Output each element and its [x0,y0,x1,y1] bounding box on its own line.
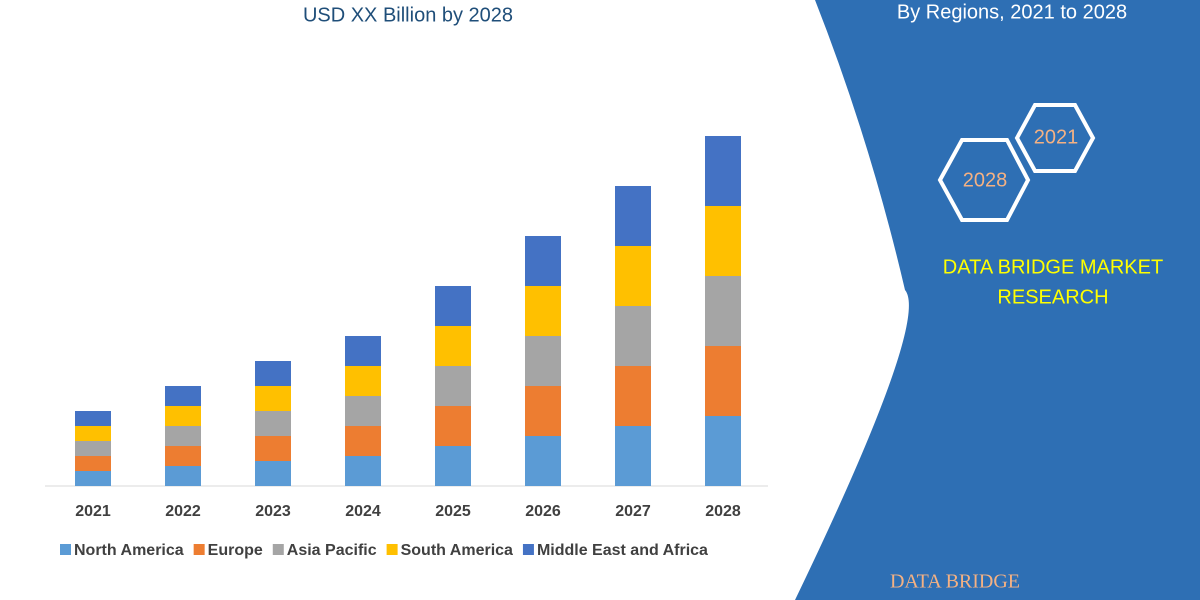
bar-segment [345,426,381,456]
bar-segment [435,366,471,406]
x-tick-label: 2024 [345,503,381,520]
x-tick-label: 2028 [705,503,741,520]
bar-segment [615,246,651,306]
legend-label: Europe [208,542,263,559]
legend-label: Middle East and Africa [537,542,708,559]
legend-label: Asia Pacific [287,542,377,559]
bar-segment [75,411,111,426]
x-tick-label: 2025 [435,503,471,520]
bar-segment [435,326,471,366]
hexagon [1014,103,1096,173]
bar-segment [345,396,381,426]
legend-swatch [522,544,534,555]
bar-segment [345,336,381,366]
bar-segment [615,186,651,246]
bar-segment [705,136,741,206]
hexagon-label: 2021 [1034,126,1079,148]
bar-segment [75,426,111,441]
bar-segment [345,366,381,396]
bar-segment [435,446,471,486]
brand-text: RESEARCH [997,286,1108,308]
bar-segment [525,286,561,336]
bar-segment [705,346,741,416]
bar-segment [75,471,111,486]
bar-segment [165,426,201,446]
bar-segment [165,466,201,486]
bar-segment [705,416,741,486]
bar-segment [435,286,471,326]
panel-subtitle: By Regions, 2021 to 2028 [897,1,1127,23]
bar-segment [435,406,471,446]
bar-segment [165,386,201,406]
chart-title: USD XX Billion by 2028 [303,4,513,26]
bar-segment [255,436,291,461]
bar-segment [255,386,291,411]
legend-label: North America [74,542,184,559]
legend-swatch [386,544,398,555]
bar-segment [615,366,651,426]
bar-segment [165,406,201,426]
x-tick-label: 2026 [525,503,561,520]
brand-text: DATA BRIDGE MARKET [943,256,1163,278]
bar-segment [615,306,651,366]
side-panel [795,0,1200,600]
legend-swatch [60,544,71,555]
x-tick-label: 2023 [255,503,291,520]
legend-swatch [272,544,284,555]
bar-segment [525,386,561,436]
bar-segment [705,276,741,346]
bar-segment [75,456,111,471]
bar-segment [345,456,381,486]
bar-segment [705,206,741,276]
bar-segment [255,411,291,436]
bar-segment [255,461,291,486]
bar-segment [525,436,561,486]
bar-segment [75,441,111,456]
bar-segment [255,361,291,386]
legend-swatch [193,544,205,555]
hexagon [937,138,1031,222]
x-tick-label: 2022 [165,503,201,520]
bar-segment [525,336,561,386]
x-tick-label: 2021 [75,503,111,520]
legend-label: South America [401,542,513,559]
bar-segment [615,426,651,486]
x-tick-label: 2027 [615,503,651,520]
logo-text: DATA BRIDGE [890,571,1020,593]
bar-segment [525,236,561,286]
hexagon-label: 2028 [963,169,1008,191]
bar-segment [165,446,201,466]
